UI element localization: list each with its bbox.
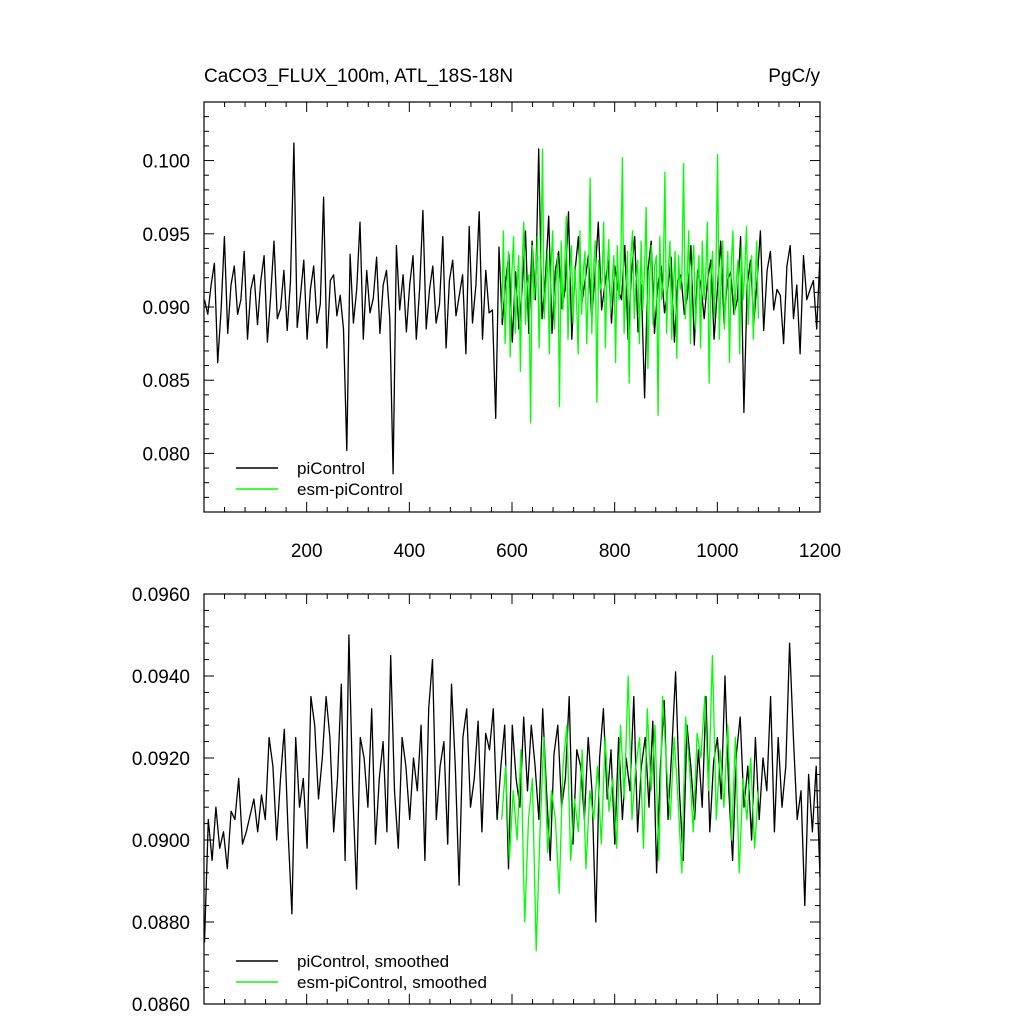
top-x-tick-label: 1000 [696,541,738,562]
top-y-tick-label: 0.085 [142,371,190,392]
top-y-tick-label: 0.090 [142,298,190,319]
top-x-tick-label: 400 [393,541,425,562]
top-x-tick-label: 600 [496,541,528,562]
legend-label-esm-picontrol: esm-piControl [297,480,403,499]
bottom-y-tick-label: 0.0960 [132,585,190,606]
top-series-group [203,142,821,475]
bottom-y-tick-label: 0.0920 [132,749,190,770]
top-y-tick-label: 0.080 [142,444,190,465]
bottom-tick-marks [203,593,821,1005]
top-y-tick-label: 0.100 [142,152,190,173]
top-y-tick-labels: 0.080 0.085 0.090 0.095 0.100 [142,152,190,466]
bottom-plot-frame [203,593,821,1005]
top-x-tick-label: 200 [291,541,323,562]
legend-label-picontrol-smoothed: piControl, smoothed [297,952,449,971]
top-x-tick-labels: 200 400 600 800 1000 1200 [291,541,841,562]
bottom-series-line-picontrol [203,634,821,943]
bottom-y-tick-label: 0.0860 [132,995,190,1016]
top-legend: piControl esm-piControl [236,459,403,499]
bottom-legend: piControl, smoothed esm-piControl, smoot… [236,952,487,992]
bottom-y-tick-label: 0.0880 [132,913,190,934]
panel-bottom: 0.0860 0.0880 0.0900 0.0920 0.0940 0.0960 piC… [132,585,821,1016]
bottom-y-tick-labels: 0.0860 0.0880 0.0900 0.0920 0.0940 0.0960 [132,585,190,1016]
chart-title: CaCO3_FLUX_100m, ATL_18S-18N [204,66,513,87]
top-x-tick-label: 800 [599,541,631,562]
top-series-line-esm-picontrol [501,148,760,424]
top-series-line-picontrol [203,142,821,475]
top-x-tick-label: 1200 [799,541,841,562]
top-y-tick-label: 0.095 [142,225,190,246]
bottom-y-tick-label: 0.0900 [132,831,190,852]
legend-label-esm-picontrol-smoothed: esm-piControl, smoothed [297,973,487,992]
top-plot-frame [203,101,821,513]
panel-top: CaCO3_FLUX_100m, ATL_18S-18N PgC/y 0.080… [142,66,841,562]
bottom-y-tick-label: 0.0940 [132,667,190,688]
chart-units: PgC/y [768,66,820,87]
legend-label-picontrol: piControl [297,459,365,478]
bottom-series-group [203,634,821,952]
bottom-series-line-esm-picontrol [501,654,760,952]
